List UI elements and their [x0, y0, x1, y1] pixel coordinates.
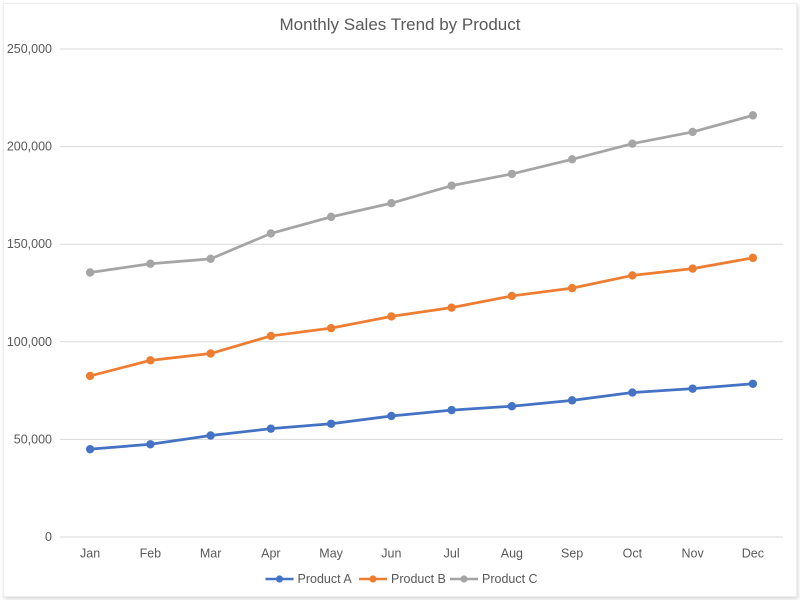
svg-text:Oct: Oct [623, 547, 643, 561]
svg-text:Apr: Apr [261, 547, 280, 561]
svg-text:150,000: 150,000 [7, 237, 52, 251]
svg-text:Product C: Product C [482, 572, 538, 586]
svg-text:Feb: Feb [140, 547, 162, 561]
svg-text:Aug: Aug [501, 547, 523, 561]
svg-text:Product A: Product A [298, 572, 353, 586]
svg-text:Sep: Sep [561, 547, 583, 561]
svg-text:Mar: Mar [200, 547, 222, 561]
svg-text:0: 0 [45, 530, 52, 544]
svg-text:Jan: Jan [80, 547, 100, 561]
svg-text:200,000: 200,000 [7, 140, 52, 154]
svg-text:Dec: Dec [742, 547, 764, 561]
svg-text:Jul: Jul [444, 547, 460, 561]
svg-text:50,000: 50,000 [14, 432, 52, 446]
svg-text:Jun: Jun [381, 547, 401, 561]
svg-text:Product B: Product B [391, 572, 446, 586]
svg-text:250,000: 250,000 [7, 42, 52, 56]
svg-text:May: May [319, 547, 343, 561]
svg-text:100,000: 100,000 [7, 335, 52, 349]
svg-text:Nov: Nov [682, 547, 705, 561]
